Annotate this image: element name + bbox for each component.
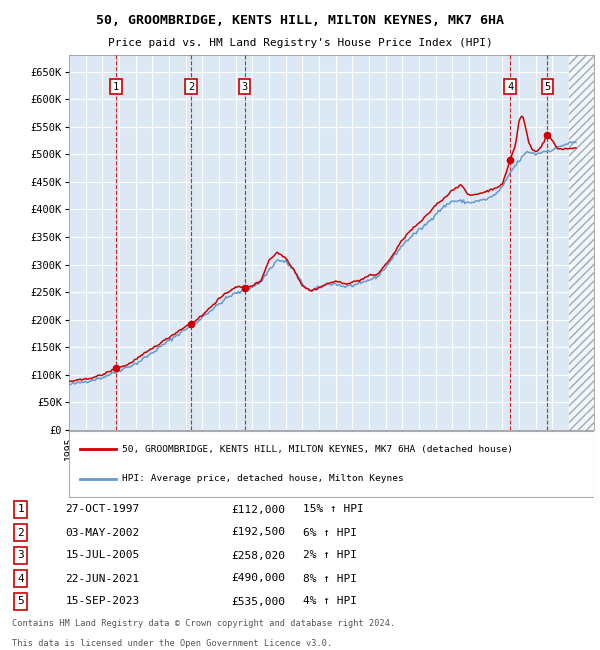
Text: 5: 5: [544, 82, 551, 92]
Text: 2% ↑ HPI: 2% ↑ HPI: [303, 551, 357, 560]
FancyBboxPatch shape: [69, 432, 594, 497]
Text: £258,020: £258,020: [231, 551, 285, 560]
Text: 2: 2: [17, 528, 24, 538]
Text: 4% ↑ HPI: 4% ↑ HPI: [303, 597, 357, 606]
Text: 5: 5: [17, 597, 24, 606]
Text: 3: 3: [242, 82, 248, 92]
Text: 8% ↑ HPI: 8% ↑ HPI: [303, 573, 357, 584]
Text: This data is licensed under the Open Government Licence v3.0.: This data is licensed under the Open Gov…: [12, 639, 332, 648]
Text: 50, GROOMBRIDGE, KENTS HILL, MILTON KEYNES, MK7 6HA: 50, GROOMBRIDGE, KENTS HILL, MILTON KEYN…: [96, 14, 504, 27]
Text: 15% ↑ HPI: 15% ↑ HPI: [303, 504, 364, 515]
Text: 4: 4: [507, 82, 513, 92]
Text: 4: 4: [17, 573, 24, 584]
Text: £535,000: £535,000: [231, 597, 285, 606]
Text: £112,000: £112,000: [231, 504, 285, 515]
Text: 2: 2: [188, 82, 194, 92]
Text: 1: 1: [113, 82, 119, 92]
Text: 6% ↑ HPI: 6% ↑ HPI: [303, 528, 357, 538]
Text: 22-JUN-2021: 22-JUN-2021: [65, 573, 140, 584]
Text: 15-SEP-2023: 15-SEP-2023: [65, 597, 140, 606]
Text: 1: 1: [17, 504, 24, 515]
Text: 15-JUL-2005: 15-JUL-2005: [65, 551, 140, 560]
Text: 50, GROOMBRIDGE, KENTS HILL, MILTON KEYNES, MK7 6HA (detached house): 50, GROOMBRIDGE, KENTS HILL, MILTON KEYN…: [121, 445, 512, 454]
Text: HPI: Average price, detached house, Milton Keynes: HPI: Average price, detached house, Milt…: [121, 474, 403, 484]
Text: £490,000: £490,000: [231, 573, 285, 584]
Text: £192,500: £192,500: [231, 528, 285, 538]
Text: Contains HM Land Registry data © Crown copyright and database right 2024.: Contains HM Land Registry data © Crown c…: [12, 619, 395, 627]
Text: Price paid vs. HM Land Registry's House Price Index (HPI): Price paid vs. HM Land Registry's House …: [107, 38, 493, 49]
Text: 03-MAY-2002: 03-MAY-2002: [65, 528, 140, 538]
Text: 27-OCT-1997: 27-OCT-1997: [65, 504, 140, 515]
Text: 3: 3: [17, 551, 24, 560]
